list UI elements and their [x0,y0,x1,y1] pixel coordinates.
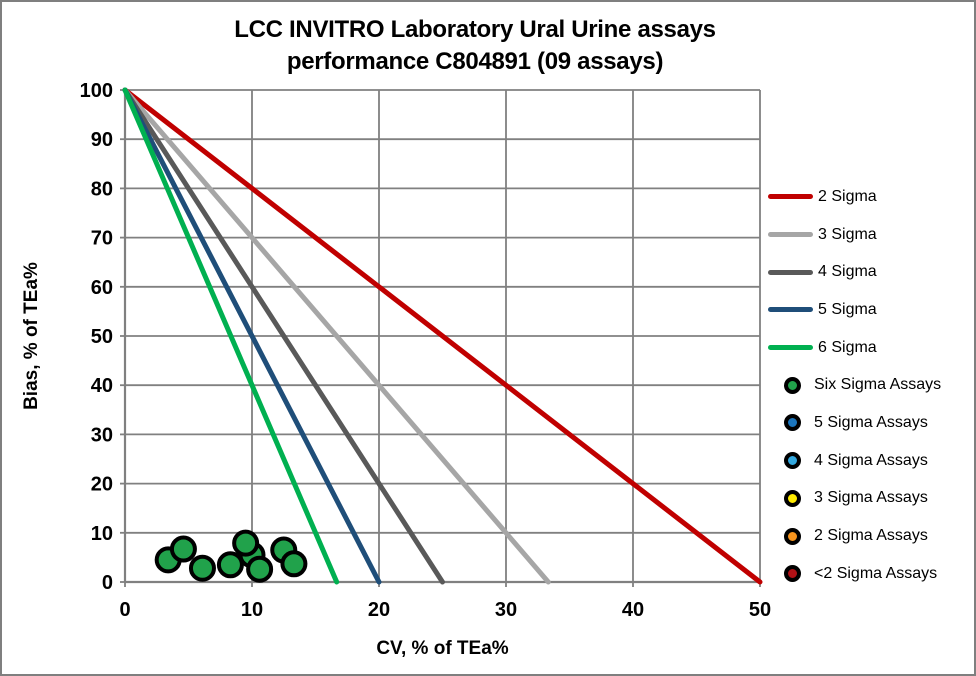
legend-item-3-sigma: 3 Sigma [764,216,974,254]
y-tick-label-40: 40 [91,375,113,397]
3-sigma-line [122,87,551,585]
3-sigma-assays-marker-icon [784,489,801,507]
legend-label: 5 Sigma Assays [814,413,928,431]
x-tick-label-0: 0 [119,599,130,621]
legend-item-5-sigma: 5 Sigma [764,291,974,329]
legend-label: 3 Sigma Assays [814,489,928,507]
y-tick-label-0: 0 [102,572,113,594]
x-axis-title: CV, % of TEa% [376,638,509,659]
legend-item-5-sigma-assays: 5 Sigma Assays [764,404,974,442]
2-sigma-line [122,87,763,585]
y-tick-label-100: 100 [80,80,113,102]
y-tick-label-10: 10 [91,523,113,545]
y-tick-label-30: 30 [91,424,113,446]
six-sigma-assays-point [188,554,216,582]
x-tick-label-20: 20 [368,599,390,621]
legend-item-2-sigma: 2 Sigma [764,178,974,216]
2-sigma-line-swatch-icon [768,194,813,200]
legend-item-2-sigma-assays: 2 Sigma Assays [764,517,974,555]
legend-label: 4 Sigma [818,263,877,281]
x-tick-label-40: 40 [622,599,644,621]
y-tick-label-20: 20 [91,474,113,496]
2-sigma-assays-marker-icon [784,527,801,545]
legend-item-six-sigma-assays: Six Sigma Assays [764,366,974,404]
legend-label: 2 Sigma Assays [814,527,928,545]
legend-label: 4 Sigma Assays [814,451,928,469]
legend-label: Six Sigma Assays [814,376,942,394]
legend-label: 3 Sigma [818,225,877,243]
y-tick-label-70: 70 [91,228,113,250]
legend-label: 6 Sigma [818,338,877,356]
legend-label: <2 Sigma Assays [814,564,938,582]
legend-item-3-sigma-assays: 3 Sigma Assays [764,480,974,518]
4-sigma-assays-marker-icon [784,452,801,470]
6-sigma-line [122,87,340,585]
six-sigma-assays-marker-icon [784,376,801,394]
legend-item-2-sigma-assays: <2 Sigma Assays [764,555,974,593]
5-sigma-line [122,87,382,585]
chart-title: LCC INVITRO Laboratory Ural Urine assays… [125,14,825,78]
chart-title-line2: performance C804891 (09 assays) [286,48,664,75]
4-sigma-line-swatch-icon [768,269,813,275]
3-sigma-line-swatch-icon [768,232,813,238]
y-tick-label-80: 80 [91,178,113,200]
5-sigma-assays-marker-icon [784,414,801,432]
5-sigma-line-swatch-icon [768,307,813,313]
y-tick-label-60: 60 [91,277,113,299]
x-tick-label-50: 50 [749,599,771,621]
legend-label: 2 Sigma [818,187,877,205]
4-sigma-line [122,87,445,585]
x-tick-label-10: 10 [241,599,263,621]
legend-item-4-sigma-assays: 4 Sigma Assays [764,442,974,480]
six-sigma-assays-point [232,529,260,557]
legend: 2 Sigma 3 Sigma 4 Sigma 5 Sigma 6 Sigma Six S… [764,178,974,593]
six-sigma-assays-point [216,551,244,579]
y-tick-label-90: 90 [91,129,113,151]
y-tick-label-50: 50 [91,326,113,348]
legend-item-6-sigma: 6 Sigma [764,329,974,367]
chart-title-line1: LCC INVITRO Laboratory Ural Urine assays [234,16,716,43]
6-sigma-line-swatch-icon [768,345,813,351]
legend-item-4-sigma: 4 Sigma [764,253,974,291]
six-sigma-assays-point [280,550,308,578]
six-sigma-assays-point [169,535,197,563]
x-tick-label-30: 30 [495,599,517,621]
legend-label: 5 Sigma [818,300,877,318]
y-axis-title: Bias, % of TEa% [21,262,42,410]
six-sigma-assays-point [246,555,274,583]
2-sigma-assays-marker-icon [784,565,801,583]
